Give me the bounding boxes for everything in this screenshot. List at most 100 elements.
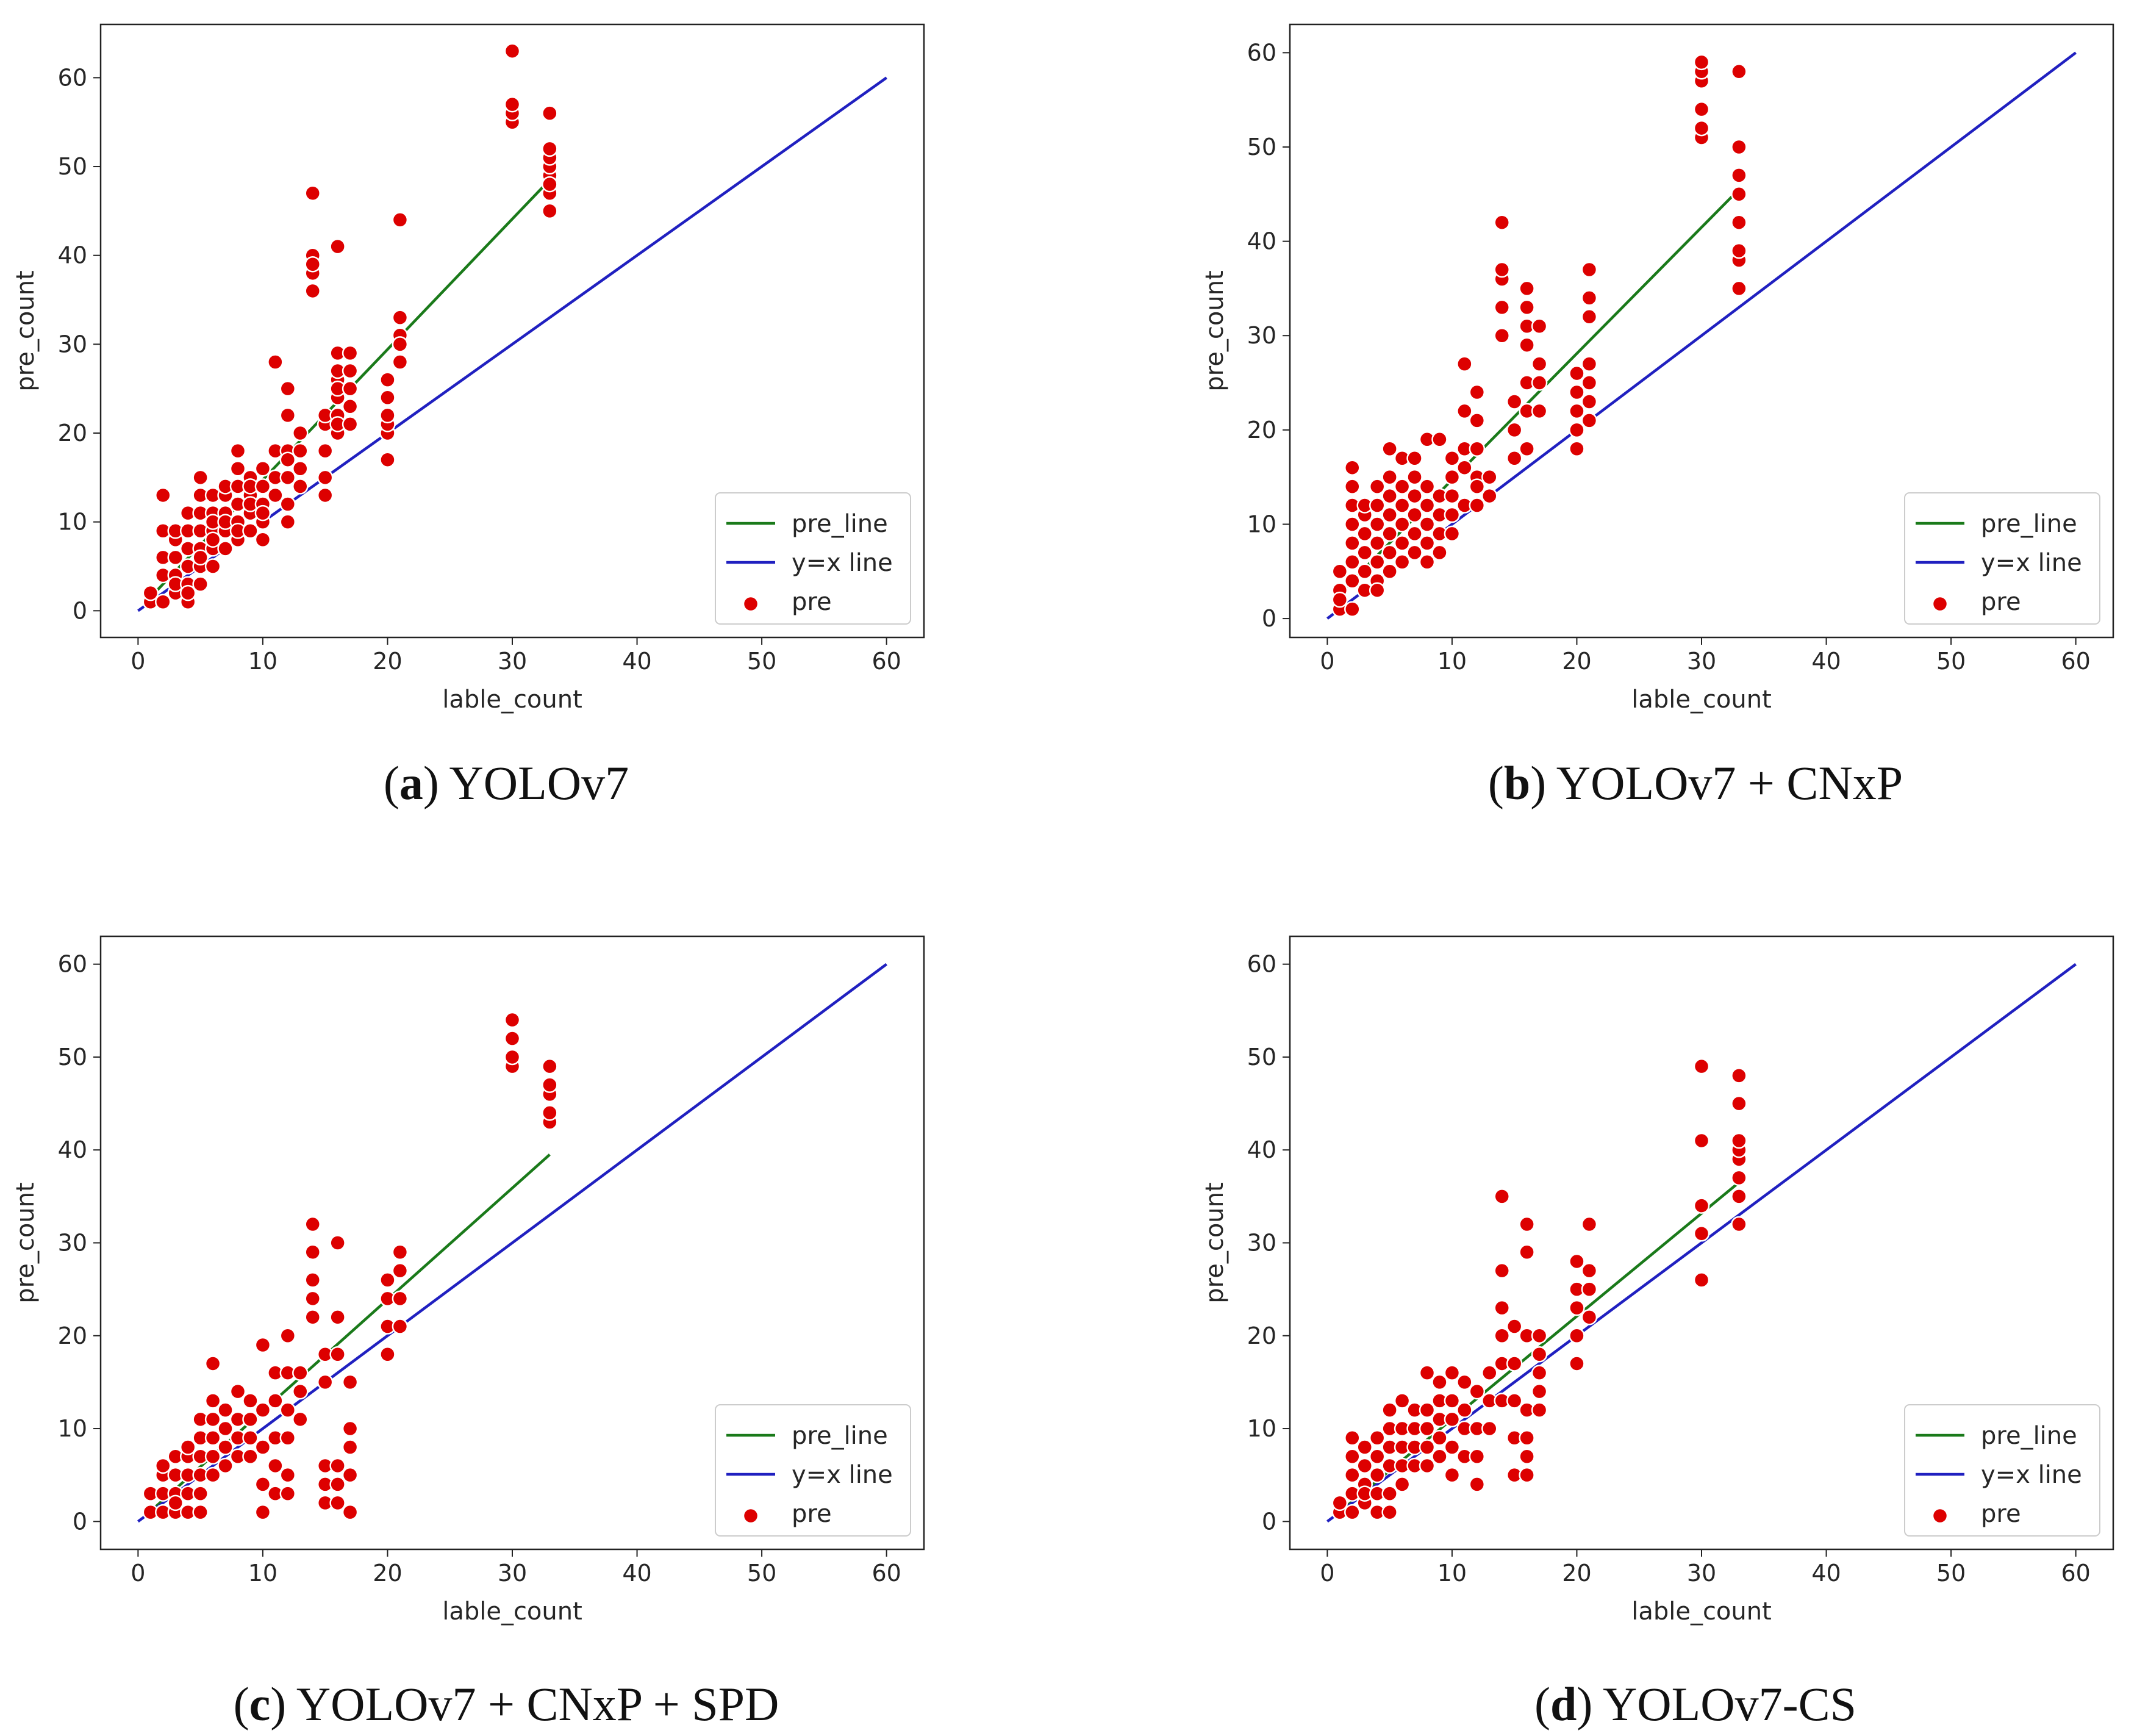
scatter-point	[379, 371, 396, 388]
scatter-point	[1581, 393, 1598, 410]
scatter-point	[1494, 1327, 1510, 1344]
legend-swatch-marker	[742, 1507, 759, 1524]
scatter-point	[204, 1466, 221, 1483]
scatter-point	[304, 1244, 321, 1260]
y-tick-label: 40	[1247, 228, 1276, 255]
scatter-point	[1356, 525, 1373, 542]
x-tick-label: 0	[1320, 648, 1334, 675]
scatter-point	[254, 461, 271, 477]
scatter-point	[1369, 535, 1386, 551]
y-tick-label: 50	[58, 1044, 87, 1071]
scatter-point	[1581, 375, 1598, 391]
scatter-point	[1444, 1365, 1461, 1381]
scatter-point	[1731, 1067, 1747, 1084]
x-tick-label: 0	[1320, 1560, 1334, 1587]
x-axis-label: lable_count	[442, 1598, 582, 1626]
panel-caption: (c) YOLOv7 + CNxP + SPD	[234, 1677, 779, 1731]
scatter-point	[1731, 1132, 1747, 1149]
scatter-point	[192, 469, 209, 486]
scatter-point	[1481, 1420, 1498, 1437]
scatter-point	[1731, 242, 1747, 259]
scatter-point	[1381, 487, 1398, 504]
scatter-point	[229, 442, 246, 459]
scatter-point	[392, 212, 409, 228]
scatter-point	[292, 442, 309, 459]
x-tick-label: 10	[248, 1560, 277, 1587]
scatter-point	[192, 549, 209, 566]
scatter-point	[1581, 1216, 1598, 1233]
x-tick-label: 20	[1562, 648, 1591, 675]
scatter-point	[1731, 138, 1747, 156]
scatter-point	[1419, 1439, 1436, 1455]
scatter-point	[1531, 1383, 1548, 1400]
scatter-point	[1431, 1430, 1448, 1446]
scatter-point	[1494, 1299, 1510, 1316]
scatter-point	[1519, 440, 1535, 457]
x-tick-label: 30	[1687, 1560, 1716, 1587]
scatter-point	[1344, 601, 1361, 617]
scatter-point	[1369, 1466, 1386, 1483]
scatter-point	[1731, 63, 1747, 80]
legend-swatch-marker	[1931, 1507, 1949, 1524]
caption-text: YOLOv7 + CNxP + SPD	[296, 1677, 779, 1731]
scatter-point	[204, 558, 221, 575]
scatter-point	[1406, 487, 1423, 504]
x-tick-label: 60	[2061, 648, 2090, 675]
scatter-point	[1581, 1309, 1598, 1325]
y-axis-label: pre_count	[12, 270, 40, 391]
y-tick-label: 40	[1247, 1136, 1276, 1163]
scatter-point	[217, 1420, 234, 1437]
x-tick-label: 30	[498, 1560, 527, 1587]
scatter-point	[1431, 1374, 1448, 1391]
scatter-point	[1481, 1365, 1498, 1381]
scatter-point	[229, 461, 246, 477]
scatter-point	[1344, 572, 1361, 589]
legend-entry-label: pre	[1981, 588, 2021, 616]
legend-entry-label: y=x line	[792, 549, 893, 577]
scatter-point	[1569, 1253, 1585, 1270]
scatter-point	[1693, 101, 1710, 118]
scatter-point	[342, 380, 359, 397]
scatter-point	[1693, 1225, 1710, 1242]
y-tick-label: 30	[58, 331, 87, 357]
scatter-point	[1444, 1393, 1461, 1409]
y-axis-label: pre_count	[12, 1182, 40, 1303]
scatter-point	[1356, 563, 1373, 580]
scatter-point	[1406, 506, 1423, 523]
scatter-point	[1469, 1383, 1486, 1400]
scatter-point	[254, 504, 271, 522]
scatter-point	[379, 451, 396, 468]
x-tick-label: 20	[373, 648, 402, 675]
scatter-point	[1344, 459, 1361, 476]
scatter-point	[1469, 440, 1486, 457]
scatter-point	[1506, 1393, 1523, 1409]
series-line-y-x-line	[1326, 963, 2077, 1523]
caption-text: YOLOv7 + CNxP	[1556, 756, 1903, 809]
scatter-point	[1444, 450, 1461, 467]
scatter-point	[1344, 1448, 1361, 1465]
scatter-point	[254, 1439, 271, 1455]
scatter-point	[217, 540, 234, 557]
scatter-point	[1381, 563, 1398, 580]
scatter-point	[1693, 1058, 1710, 1075]
caption-letter: a	[399, 756, 423, 809]
scatter-point	[1369, 554, 1386, 570]
scatter-point	[392, 1262, 409, 1279]
scatter-point	[1506, 393, 1523, 410]
y-tick-label: 10	[58, 1415, 87, 1442]
scatter-point	[1381, 544, 1398, 561]
scatter-point	[1581, 290, 1598, 306]
scatter-point	[1419, 554, 1436, 570]
x-tick-label: 60	[2061, 1560, 2090, 1587]
scatter-point	[192, 576, 209, 592]
scatter-point	[317, 442, 334, 459]
scatter-point	[1469, 478, 1486, 495]
scatter-point	[1481, 487, 1498, 504]
scatter-point	[1419, 1402, 1436, 1418]
chart-panel-d: 0 10 20 30 40 50 60 0 10 20 30 40 50 60 lable_count pre…	[1201, 935, 2114, 1731]
legend-entry-label: y=x line	[1981, 1461, 2082, 1489]
scatter-point	[167, 1494, 184, 1512]
chart-panel-c: 0 10 20 30 40 50 60 0 10 20 30 40 50 60 lable_count pre…	[12, 935, 925, 1731]
scatter-point	[1731, 1095, 1747, 1112]
scatter-point	[342, 416, 359, 432]
